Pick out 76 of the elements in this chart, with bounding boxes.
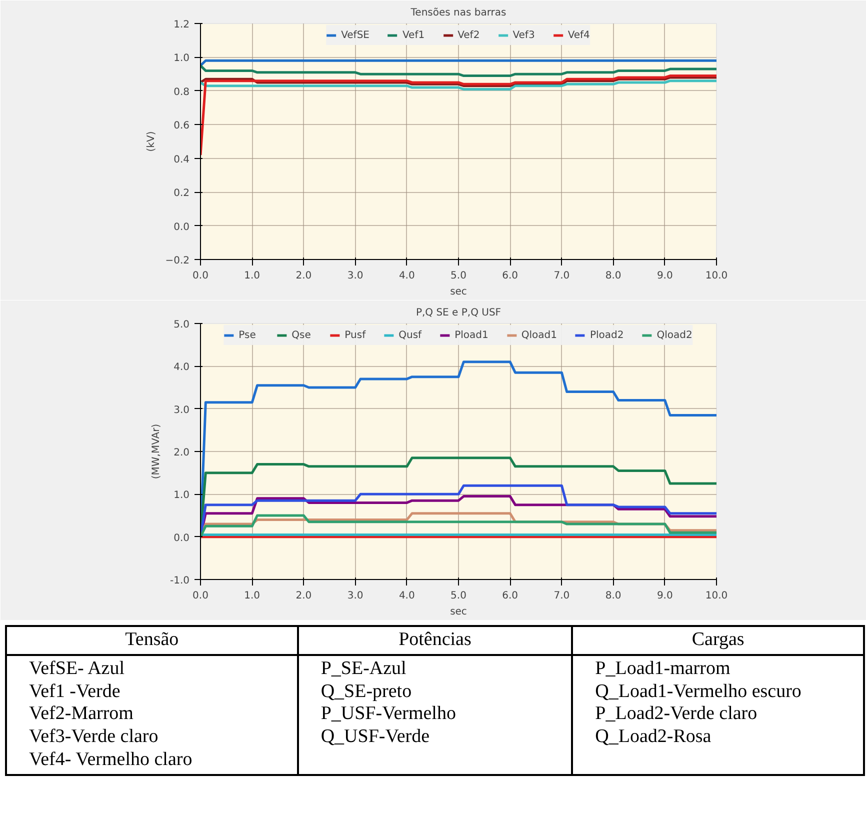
x-tick-label: 10.0	[705, 270, 728, 282]
y-tick-label: −0.2	[165, 256, 190, 266]
x-tick-label: 5.0	[450, 270, 466, 282]
y-tick-label: 5.0	[174, 320, 190, 330]
x-axis-title: sec	[450, 606, 467, 618]
legend-label: Pload2	[590, 330, 624, 340]
legend-label: Qload1	[521, 330, 557, 340]
x-tick-label: 9.0	[656, 590, 673, 602]
x-tick-label: 6.0	[502, 590, 518, 602]
legend-label: Pload1	[454, 330, 488, 340]
x-tick-label: 4.0	[398, 270, 415, 282]
line-series	[200, 76, 716, 88]
chart-title: Tensões nas barras	[410, 8, 506, 18]
x-tick-label: 5.0	[450, 590, 466, 602]
x-tick-label: 1.0	[244, 590, 260, 602]
text: P_Load2-Verde claro	[595, 703, 758, 724]
legend-label: Qload2	[656, 330, 692, 340]
category-label: Potências	[298, 626, 572, 655]
category-label: Cargas	[572, 626, 864, 655]
legend-label: Vef1	[402, 30, 425, 40]
y-tick-label: 0.0	[174, 532, 190, 544]
x-tick-label: 6.0	[502, 270, 518, 282]
x-axis-title: sec	[450, 286, 467, 298]
y-tick-label: 0.2	[174, 188, 190, 200]
x-tick-label: 0.0	[192, 270, 208, 282]
legend-label: Pse	[238, 330, 257, 340]
y-tick-label: 0.8	[174, 86, 190, 98]
x-tick-label: 1.0	[244, 270, 260, 282]
text: P_Load1-marrom	[595, 658, 730, 679]
text: Q_USF-Verde	[320, 726, 430, 748]
legend-label: Vef4	[568, 30, 590, 40]
x-tick-label: 8.0	[605, 270, 622, 282]
y-tick-label: 2.0	[174, 448, 190, 458]
text: Vef4- Vermelho claro	[29, 748, 192, 770]
x-tick-label: 7.0	[554, 270, 570, 282]
x-tick-label: 9.0	[656, 270, 673, 282]
legend-label: Qse	[292, 330, 312, 340]
line-series	[200, 74, 716, 156]
x-tick-label: 8.0	[605, 590, 622, 602]
legend-label: Vef2	[458, 30, 480, 40]
text: Vef1 -Verde	[29, 680, 120, 702]
x-tick-label: 7.0	[554, 590, 570, 602]
text: Q_Load1-Vermelho escuro	[595, 680, 802, 702]
text: VefSE- Azul	[29, 658, 125, 679]
y-tick-label: -1.0	[170, 576, 190, 586]
x-tick-label: 3.0	[347, 270, 364, 282]
y-tick-label: 1.0	[174, 53, 190, 64]
chart-title: P,Q SE e P,Q USF	[416, 308, 502, 318]
text: P_USF-Vermelho	[320, 703, 456, 724]
y-tick-label: 0.0	[174, 222, 190, 233]
text: Q_Load2-Rosa	[595, 726, 712, 748]
text: Vef2-Marrom	[29, 703, 134, 724]
x-tick-label: 10.0	[705, 590, 728, 602]
y-tick-label: 3.0	[174, 404, 190, 416]
legend-label: Pusf	[344, 330, 366, 340]
y-axis-title: (kV)	[146, 131, 158, 152]
y-tick-label: 4.0	[174, 362, 190, 374]
x-tick-label: 2.0	[296, 590, 312, 602]
y-axis-title: (MW,MVAr)	[150, 424, 162, 480]
line-series	[200, 64, 716, 78]
legend-label: Vef3	[512, 30, 535, 40]
y-tick-label: 0.4	[174, 154, 190, 166]
x-tick-label: 3.0	[347, 590, 364, 602]
x-tick-label: 2.0	[296, 270, 312, 282]
x-tick-label: 0.0	[192, 590, 208, 602]
category-label: Tensão	[6, 626, 298, 655]
x-tick-label: 4.0	[398, 590, 415, 602]
y-tick-label: 1.2	[174, 20, 190, 30]
legend-label: Qusf	[398, 330, 422, 340]
y-tick-label: 0.6	[174, 120, 190, 132]
text: Q_SE-preto	[320, 680, 412, 702]
text: P_SE-Azul	[320, 658, 406, 679]
y-tick-label: 1.0	[174, 490, 190, 502]
text: Vef3-Verde claro	[29, 726, 158, 748]
line-series	[200, 80, 716, 90]
legend-label: VefSE	[341, 30, 370, 40]
